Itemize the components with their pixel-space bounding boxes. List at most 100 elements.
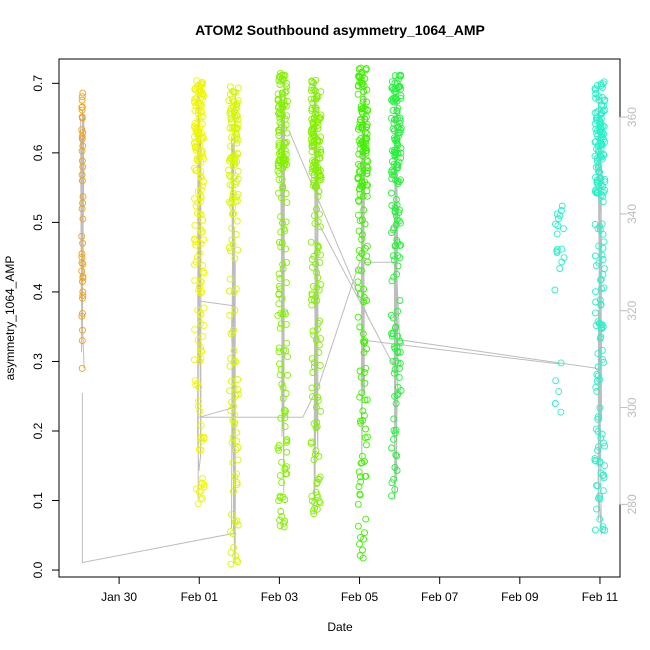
scatter-point <box>363 396 371 404</box>
scatter-point <box>197 354 205 362</box>
scatter-point <box>275 282 283 290</box>
scatter-point <box>278 239 286 247</box>
scatter-point <box>600 358 608 366</box>
scatter-point <box>282 320 290 328</box>
scatter-point <box>197 319 205 327</box>
scatter-point <box>281 89 289 96</box>
scatter-point <box>309 263 316 271</box>
scatter-point <box>228 439 236 447</box>
scatter-point <box>79 142 87 150</box>
scatter-point <box>361 396 369 404</box>
scatter-point <box>598 155 606 163</box>
scatter-point <box>363 86 371 94</box>
scatter-point <box>275 132 283 139</box>
scatter-point <box>200 91 208 99</box>
scatter-point <box>308 355 316 363</box>
scatter-point <box>78 106 86 114</box>
scatter-point <box>394 390 402 398</box>
scatter-point <box>277 213 285 221</box>
scatter-point <box>311 219 319 227</box>
scatter-point <box>596 335 604 343</box>
scatter-point <box>307 238 315 246</box>
scatter-point <box>394 262 402 270</box>
scatter-point <box>283 438 290 446</box>
scatter-point <box>197 421 205 429</box>
scatter-point <box>593 377 601 385</box>
scatter-point <box>233 481 241 489</box>
scatter-point <box>397 154 405 162</box>
scatter-point <box>282 87 290 95</box>
scatter-point <box>389 107 397 114</box>
scatter-point <box>359 554 367 562</box>
scatter-point <box>397 149 405 157</box>
scatter-point <box>359 109 366 117</box>
scatter-point <box>362 425 370 433</box>
scatter-point <box>191 143 199 150</box>
scatter-point <box>78 103 86 111</box>
scatter-point <box>361 115 369 123</box>
scatter-point <box>227 528 234 536</box>
scatter-point <box>231 158 239 166</box>
scatter-point <box>600 471 608 479</box>
scatter-point <box>229 402 237 410</box>
scatter-point <box>199 182 207 190</box>
scatter-point <box>197 172 204 180</box>
scatter-point <box>362 147 370 155</box>
scatter-point <box>283 129 291 137</box>
scatter-point <box>227 560 235 568</box>
scatter-point <box>598 109 606 117</box>
scatter-point <box>358 231 366 239</box>
scatter-point <box>309 327 317 335</box>
scatter-point <box>195 397 203 405</box>
scatter-point <box>279 260 287 268</box>
scatter-point <box>314 93 322 100</box>
scatter-point <box>234 558 242 566</box>
scatter-point <box>388 229 395 237</box>
scatter-point <box>599 244 607 252</box>
scatter-point <box>313 205 320 213</box>
scatter-point <box>195 86 203 94</box>
scatter-point <box>230 347 238 355</box>
scatter-point <box>361 529 368 537</box>
scatter-point <box>597 324 605 332</box>
y-tick-label-left: 0.7 <box>31 75 45 92</box>
scatter-point <box>193 123 201 131</box>
scatter-point <box>359 148 367 156</box>
scatter-point <box>360 348 368 356</box>
scatter-point <box>387 311 395 319</box>
scatter-point <box>79 291 87 299</box>
scatter-point <box>598 325 606 332</box>
scatter-point <box>395 72 403 80</box>
scatter-point <box>228 511 235 518</box>
scatter-point <box>276 118 284 126</box>
scatter-point <box>363 252 371 260</box>
scatter-point <box>191 277 199 285</box>
scatter-point <box>594 413 602 421</box>
scatter-point <box>390 475 398 483</box>
y-axis-left: 0.0 0.1 0.2 0.3 0.4 0.5 0.6 0.7 <box>31 75 60 578</box>
scatter-point <box>392 196 400 203</box>
scatter-point <box>276 516 284 524</box>
line-series <box>80 79 603 564</box>
scatter-point <box>279 184 287 192</box>
scatter-point <box>362 472 370 480</box>
scatter-point <box>597 114 605 122</box>
scatter-point <box>279 493 287 501</box>
scatter-point <box>396 114 404 122</box>
scatter-point <box>595 494 602 502</box>
scatter-point <box>395 75 403 83</box>
scatter-point <box>191 326 199 334</box>
scatter-point <box>232 358 240 365</box>
scatter-point <box>200 483 208 491</box>
scatter-point <box>314 218 322 226</box>
scatter-point <box>594 446 601 454</box>
scatter-point <box>393 391 401 399</box>
scatter-point <box>393 270 401 278</box>
scatter-point <box>197 211 205 219</box>
scatter-point <box>310 95 318 103</box>
scatter-point <box>78 93 86 101</box>
scatter-point <box>199 80 206 88</box>
scatter-point <box>594 132 602 140</box>
scatter-point <box>596 121 604 129</box>
